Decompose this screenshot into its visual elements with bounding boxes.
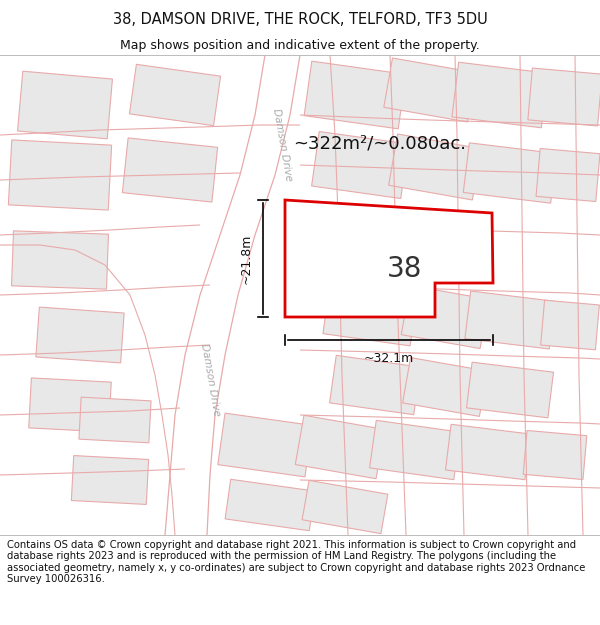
Polygon shape: [79, 398, 151, 442]
Polygon shape: [523, 431, 587, 479]
Polygon shape: [122, 138, 218, 202]
Polygon shape: [403, 357, 487, 416]
Polygon shape: [467, 362, 553, 418]
Polygon shape: [71, 456, 149, 504]
Text: Damson Drive: Damson Drive: [271, 108, 293, 182]
Text: Map shows position and indicative extent of the property.: Map shows position and indicative extent…: [120, 39, 480, 51]
Text: Contains OS data © Crown copyright and database right 2021. This information is : Contains OS data © Crown copyright and d…: [7, 539, 586, 584]
Polygon shape: [11, 231, 109, 289]
Polygon shape: [311, 131, 409, 199]
Polygon shape: [323, 284, 417, 346]
Polygon shape: [130, 64, 221, 126]
Text: Damson Drive: Damson Drive: [199, 343, 221, 417]
Polygon shape: [329, 356, 421, 414]
Polygon shape: [389, 134, 481, 200]
Polygon shape: [370, 421, 460, 479]
Text: 38, DAMSON DRIVE, THE ROCK, TELFORD, TF3 5DU: 38, DAMSON DRIVE, THE ROCK, TELFORD, TF3…: [113, 12, 487, 27]
Text: 38: 38: [386, 255, 422, 283]
Polygon shape: [225, 479, 315, 531]
Polygon shape: [528, 68, 600, 126]
Polygon shape: [17, 71, 112, 139]
Polygon shape: [384, 58, 476, 122]
Polygon shape: [445, 424, 530, 480]
Polygon shape: [36, 307, 124, 363]
Text: ~322m²/~0.080ac.: ~322m²/~0.080ac.: [293, 134, 467, 152]
Polygon shape: [452, 62, 548, 127]
Text: ~32.1m: ~32.1m: [364, 352, 414, 365]
Polygon shape: [302, 481, 388, 534]
Polygon shape: [465, 291, 555, 349]
Polygon shape: [285, 200, 493, 317]
Polygon shape: [218, 413, 312, 477]
Polygon shape: [29, 378, 111, 432]
Polygon shape: [541, 300, 599, 350]
Polygon shape: [304, 61, 406, 129]
Polygon shape: [401, 286, 489, 349]
Polygon shape: [295, 415, 385, 479]
Polygon shape: [8, 140, 112, 210]
Polygon shape: [463, 143, 557, 203]
Polygon shape: [536, 149, 600, 201]
Text: ~21.8m: ~21.8m: [240, 233, 253, 284]
